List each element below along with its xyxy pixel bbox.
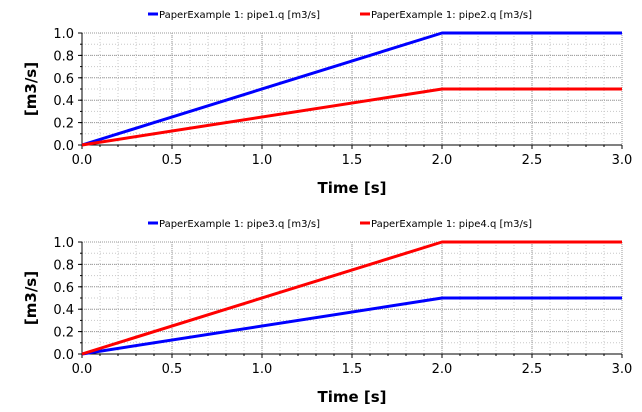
y-tick-label: 0.4 xyxy=(53,303,74,318)
x-tick-label: 0.0 xyxy=(72,153,93,168)
x-axis-label: Time [s] xyxy=(317,179,386,197)
x-tick-label: 3.0 xyxy=(612,362,633,377)
y-tick-label: 0.0 xyxy=(53,139,74,154)
x-tick-label: 1.0 xyxy=(252,153,273,168)
x-tick-label: 3.0 xyxy=(612,153,633,168)
y-axis-label: [m3/s] xyxy=(22,62,40,116)
y-tick-label: 0.2 xyxy=(53,117,74,132)
x-tick-label: 0.0 xyxy=(72,362,93,377)
series-line-2 xyxy=(81,240,622,356)
x-tick-label: 1.5 xyxy=(342,153,363,168)
series-line-1 xyxy=(81,31,622,147)
y-tick-label: 0.6 xyxy=(53,281,74,296)
series-line-1 xyxy=(81,296,622,356)
y-tick-label: 0.8 xyxy=(53,49,74,64)
x-axis-label: Time [s] xyxy=(317,388,386,406)
y-tick-label: 1.0 xyxy=(53,27,74,42)
x-tick-label: 1.5 xyxy=(342,362,363,377)
y-tick-label: 1.0 xyxy=(53,236,74,251)
y-tick-label: 0.2 xyxy=(53,326,74,341)
x-tick-label: 0.5 xyxy=(162,153,183,168)
x-tick-label: 2.0 xyxy=(432,362,453,377)
x-tick-label: 1.0 xyxy=(252,362,273,377)
y-tick-label: 0.4 xyxy=(53,94,74,109)
chart-panel-2: 0.0 0.5 1.0 1.5 2.0 2.5 3.0 0.0 0.2 0.4 0.6 0.8 1.0 T… xyxy=(22,219,632,406)
x-tick-label: 2.0 xyxy=(432,153,453,168)
y-tick-label: 0.8 xyxy=(53,258,74,273)
x-tick-label: 2.5 xyxy=(522,153,543,168)
legend-label: PaperExample 1: pipe3.q [m3/s] xyxy=(159,219,320,230)
x-tick-label: 2.5 xyxy=(522,362,543,377)
y-tick-label: 0.0 xyxy=(53,348,74,363)
legend-label: PaperExample 1: pipe2.q [m3/s] xyxy=(371,10,532,21)
x-tick-label: 0.5 xyxy=(162,362,183,377)
series-line-2 xyxy=(81,87,622,147)
chart-panel-1: 0.0 0.5 1.0 1.5 2.0 2.5 3.0 0.0 0.2 0.4 0.6 0.8 1.0 T… xyxy=(22,10,632,197)
legend-label: PaperExample 1: pipe4.q [m3/s] xyxy=(371,219,532,230)
y-tick-label: 0.6 xyxy=(53,72,74,87)
y-axis-label: [m3/s] xyxy=(22,271,40,325)
legend-label: PaperExample 1: pipe1.q [m3/s] xyxy=(159,10,320,21)
